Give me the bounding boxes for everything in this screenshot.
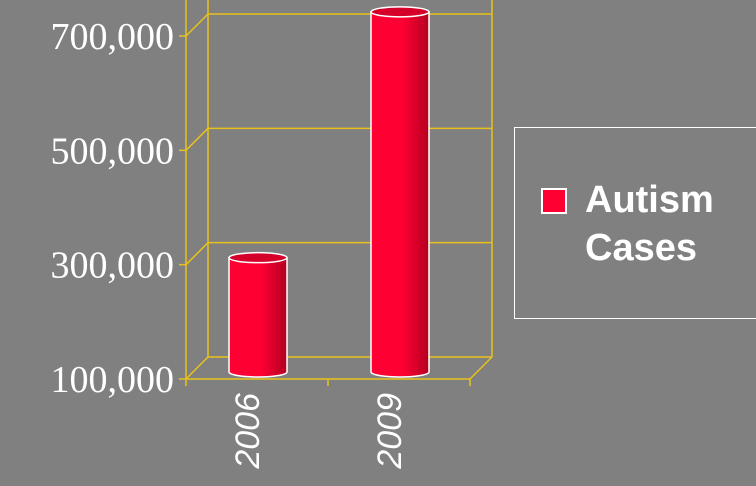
legend: Autism Cases	[514, 127, 756, 319]
bar-2006	[228, 256, 288, 378]
legend-swatch-autism-cases	[541, 188, 567, 214]
y-tick-label: 700,000	[51, 16, 175, 58]
y-tick-label: 300,000	[51, 245, 175, 287]
gridline-side	[185, 127, 209, 151]
gridline-side	[185, 242, 209, 266]
bar-top-2006	[228, 251, 288, 264]
x-tick-label-2006: 2006	[229, 393, 267, 470]
y-tick-label: 500,000	[51, 130, 175, 172]
gridline-side	[185, 13, 209, 37]
floor-right-edge	[469, 356, 493, 380]
bar-top-2009	[370, 6, 430, 18]
y-tick-label: 100,000	[51, 359, 175, 401]
floor-left-edge	[185, 356, 209, 380]
x-tick-label-2009: 2009	[371, 393, 409, 470]
legend-label-autism-cases: Autism Cases	[585, 179, 714, 269]
bar-2009	[370, 11, 430, 378]
